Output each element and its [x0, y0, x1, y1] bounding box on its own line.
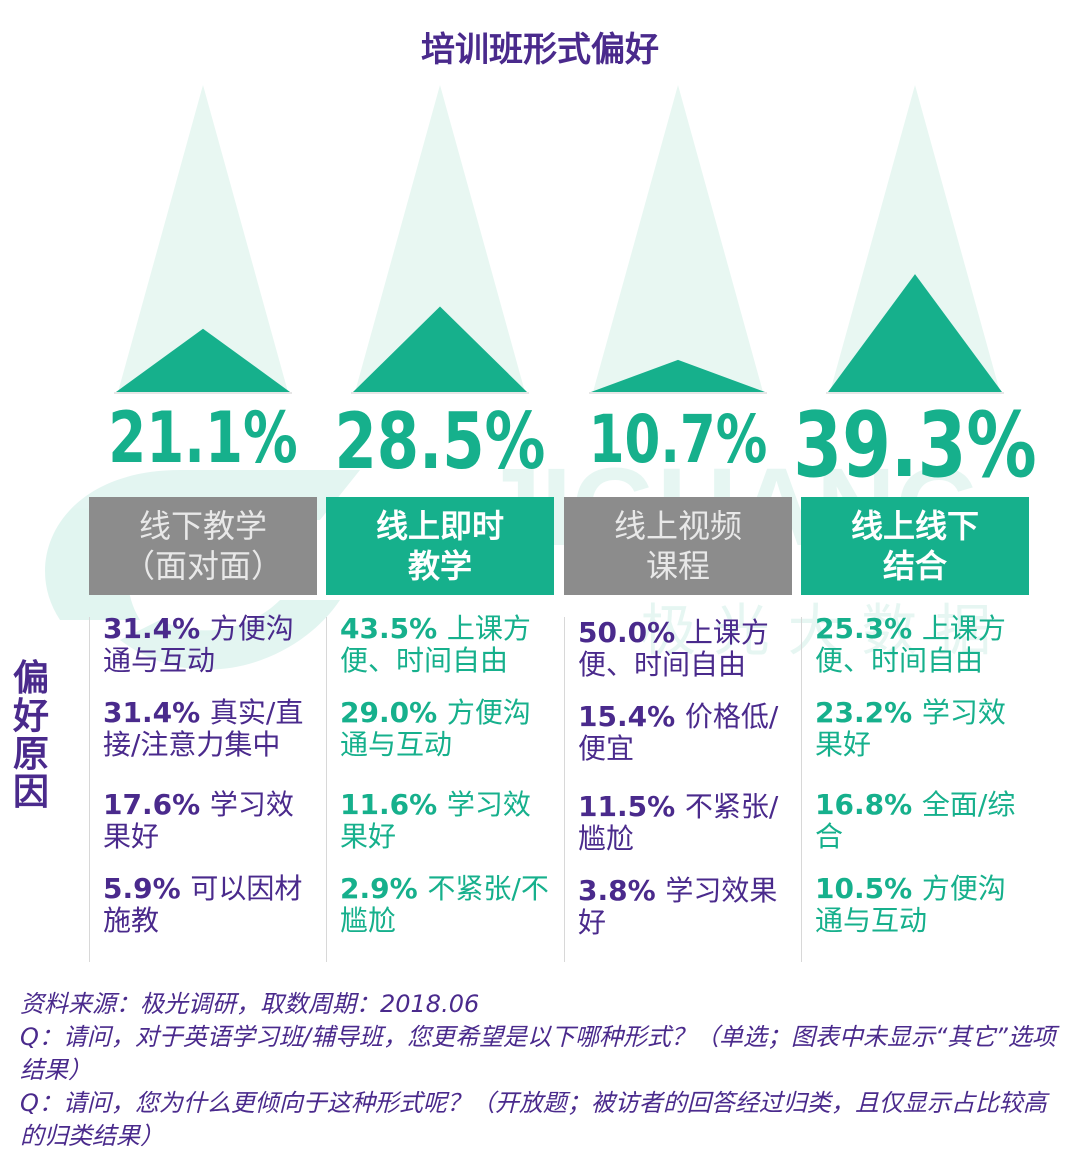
ghost-spike [118, 85, 288, 392]
reason-pct: 11.6% [340, 788, 447, 821]
data-label: 39.3% [793, 393, 1036, 498]
footnotes: 资料来源：极光调研，取数周期：2018.06 Q：请问，对于英语学习班/辅导班，… [20, 988, 1070, 1153]
reason-item: 43.5% 上课方便、时间自由 [340, 613, 550, 677]
reason-pct: 15.4% [578, 700, 685, 733]
column-divider [801, 617, 802, 962]
reason-item: 15.4% 价格低/便宜 [578, 701, 788, 765]
reason-text: 学习效果好 [578, 874, 778, 939]
reason-pct: 25.3% [815, 612, 922, 645]
reason-text: 不紧张/尴尬 [578, 790, 779, 855]
ghost-spike [355, 85, 525, 392]
data-label: 10.7% [589, 401, 768, 478]
reason-item: 3.8% 学习效果好 [578, 875, 788, 939]
question-2: Q：请问，您为什么更倾向于这种形式呢？（开放题；被访者的回答经过归类，且仅显示占… [20, 1089, 1047, 1150]
reason-text: 方便沟通与互动 [815, 872, 1006, 937]
reason-pct: 29.0% [340, 696, 447, 729]
reason-pct: 23.2% [815, 696, 922, 729]
reason-pct: 10.5% [815, 872, 922, 905]
reason-item: 16.8% 全面/综合 [815, 789, 1025, 853]
reason-text: 方便沟通与互动 [103, 612, 294, 677]
data-label: 28.5% [334, 397, 545, 487]
reason-item: 31.4% 真实/直接/注意力集中 [103, 697, 313, 761]
reason-text: 全面/综合 [815, 788, 1016, 853]
reason-text: 学习效果好 [340, 788, 531, 853]
category-label: 线上线下 结合 [801, 497, 1029, 595]
side-label-char: 因 [12, 772, 49, 813]
reason-text: 学习效果好 [103, 788, 294, 853]
ghost-spike [593, 85, 763, 392]
reason-pct: 5.9% [103, 872, 191, 905]
reason-text: 价格低/便宜 [578, 700, 779, 765]
reason-item: 23.2% 学习效果好 [815, 697, 1025, 761]
reason-text: 不紧张/不尴尬 [340, 872, 549, 937]
reason-item: 29.0% 方便沟通与互动 [340, 697, 550, 761]
category-label: 线上即时 教学 [326, 497, 554, 595]
reason-item: 5.9% 可以因材施教 [103, 873, 313, 937]
reason-pct: 16.8% [815, 788, 922, 821]
reason-pct: 31.4% [103, 696, 210, 729]
reason-pct: 11.5% [578, 790, 685, 823]
reason-text: 方便沟通与互动 [340, 696, 531, 761]
bar-mark [591, 359, 765, 392]
question-1: Q：请问，对于英语学习班/辅导班，您更希望是以下哪种形式？（单选；图表中未显示“… [20, 1023, 1056, 1084]
reason-item: 2.9% 不紧张/不尴尬 [340, 873, 550, 937]
column-divider [89, 617, 90, 962]
reason-item: 50.0% 上课方便、时间自由 [578, 617, 788, 681]
reason-pct: 43.5% [340, 612, 447, 645]
reason-pct: 17.6% [103, 788, 210, 821]
reason-pct: 50.0% [578, 616, 685, 649]
side-label-char: 好 [12, 696, 49, 737]
bar-mark [353, 306, 527, 392]
reason-item: 11.6% 学习效果好 [340, 789, 550, 853]
side-label-char: 偏 [12, 658, 49, 699]
category-label: 线上视频 课程 [564, 497, 792, 595]
reason-item: 10.5% 方便沟通与互动 [815, 873, 1025, 937]
column-divider [326, 617, 327, 962]
reason-pct: 2.9% [340, 872, 428, 905]
reason-item: 25.3% 上课方便、时间自由 [815, 613, 1025, 677]
reason-text: 学习效果好 [815, 696, 1006, 761]
side-label-char: 原 [12, 734, 49, 775]
reason-text: 上课方便、时间自由 [340, 612, 531, 677]
chart-title: 培训班形式偏好 [421, 30, 659, 70]
reason-item: 31.4% 方便沟通与互动 [103, 613, 313, 677]
reason-pct: 31.4% [103, 612, 210, 645]
reason-item: 17.6% 学习效果好 [103, 789, 313, 853]
bar-mark [116, 328, 290, 392]
side-label: 偏好原因 [10, 660, 52, 812]
reason-text: 上课方便、时间自由 [815, 612, 1006, 677]
category-label: 线下教学 （面对面） [89, 497, 317, 595]
ghost-spike [830, 85, 1000, 392]
reason-text: 真实/直接/注意力集中 [103, 696, 304, 761]
source-note: 资料来源：极光调研，取数周期：2018.06 [20, 990, 480, 1018]
column-divider [564, 617, 565, 962]
chart-plot: 21.1% 28.5% 10.7% 39.3% [108, 85, 1037, 498]
reason-pct: 3.8% [578, 874, 666, 907]
reason-item: 11.5% 不紧张/尴尬 [578, 791, 788, 855]
data-label: 21.1% [108, 397, 297, 478]
reason-text: 可以因材施教 [103, 872, 303, 937]
reason-text: 上课方便、时间自由 [578, 616, 769, 681]
bar-mark [828, 274, 1002, 392]
